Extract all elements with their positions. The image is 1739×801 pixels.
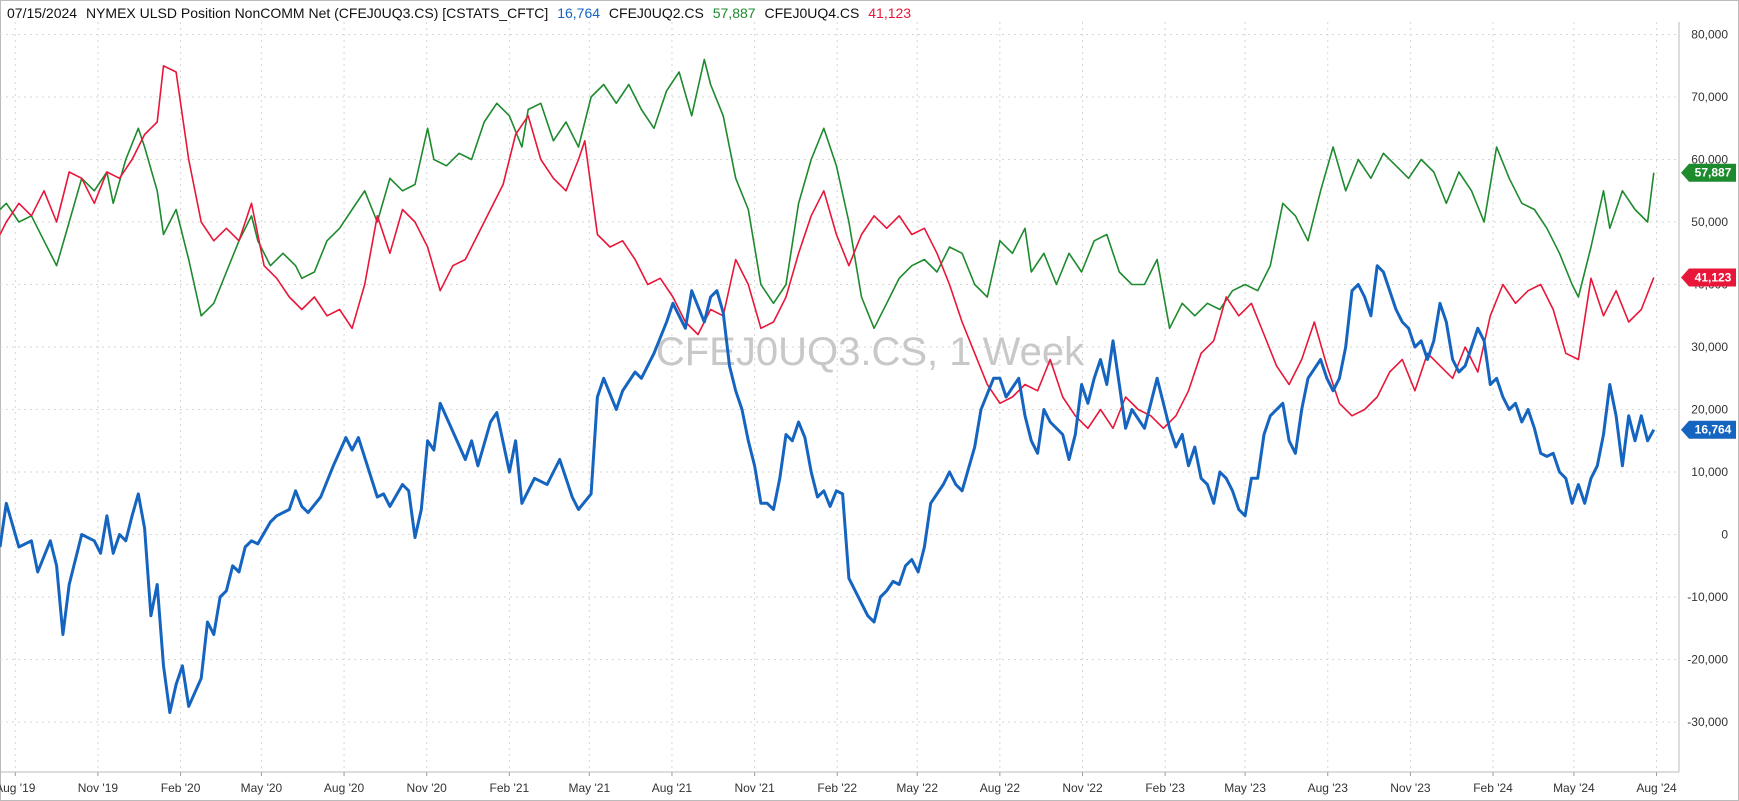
x-tick-label: Aug '20 (324, 781, 365, 795)
watermark: CFEJ0UQ3.CS, 1 Week (656, 330, 1085, 374)
y-tick-label: -30,000 (1687, 715, 1728, 729)
y-tick-label: 80,000 (1691, 28, 1728, 42)
last-value-badge-CFEJ0UQ2.CS: 57,887 (1681, 163, 1736, 182)
x-tick-label: Nov '20 (407, 781, 448, 795)
last-value-badge-CFEJ0UQ3.CS: 16,764 (1681, 420, 1736, 439)
header-date: 07/15/2024 (7, 5, 78, 21)
last-value-label: 16,764 (1695, 423, 1732, 437)
y-tick-label: 0 (1721, 528, 1728, 542)
y-tick-label: 70,000 (1691, 90, 1728, 104)
x-tick-label: Aug '19 (0, 781, 36, 795)
last-value-badge-CFEJ0UQ4.CS: 41,123 (1681, 268, 1736, 287)
series-line-CFEJ0UQ2.CS (0, 58, 1655, 330)
x-tick-label: May '21 (568, 781, 610, 795)
x-tick-label: May '20 (241, 781, 283, 795)
y-tick-label: 60,000 (1691, 153, 1728, 167)
x-tick-label: Aug '24 (1636, 781, 1677, 795)
x-tick-label: Nov '19 (78, 781, 119, 795)
header-s3-value: 41,123 (868, 5, 912, 21)
header-main-value: 16,764 (557, 5, 601, 21)
x-tick-label: Feb '23 (1145, 781, 1185, 795)
x-tick-label: Aug '23 (1308, 781, 1349, 795)
x-tick-label: Nov '21 (734, 781, 775, 795)
x-tick-label: Feb '20 (161, 781, 201, 795)
series-layer (0, 58, 1656, 715)
x-tick-label: Aug '22 (980, 781, 1021, 795)
axis-layer: 80,00070,00060,00050,00040,00030,00020,0… (0, 22, 1728, 795)
chart-header: 07/15/2024 NYMEX ULSD Position NonCOMM N… (7, 5, 916, 21)
series-line-CFEJ0UQ3.CS (0, 264, 1656, 715)
last-value-label: 57,887 (1695, 166, 1732, 180)
x-tick-label: Nov '23 (1390, 781, 1431, 795)
x-tick-label: May '22 (896, 781, 938, 795)
y-tick-label: 30,000 (1691, 340, 1728, 354)
series-line-CFEJ0UQ4.CS (0, 65, 1655, 430)
header-s3-name: CFEJ0UQ4.CS (764, 5, 860, 21)
last-value-label: 41,123 (1695, 270, 1732, 284)
x-tick-label: Feb '24 (1473, 781, 1513, 795)
y-tick-label: 10,000 (1691, 465, 1728, 479)
x-tick-label: Feb '21 (490, 781, 530, 795)
y-tick-label: 20,000 (1691, 403, 1728, 417)
x-tick-label: Feb '22 (817, 781, 857, 795)
header-s2-value: 57,887 (712, 5, 756, 21)
x-tick-label: May '24 (1553, 781, 1595, 795)
y-tick-label: -20,000 (1687, 653, 1728, 667)
x-tick-label: Nov '22 (1062, 781, 1103, 795)
y-tick-label: 50,000 (1691, 215, 1728, 229)
badge-layer: 16,764 57,887 41,123 (1681, 163, 1736, 439)
header-s2-name: CFEJ0UQ2.CS (608, 5, 704, 21)
x-tick-label: May '23 (1224, 781, 1266, 795)
y-tick-label: -10,000 (1687, 590, 1728, 604)
x-tick-label: Aug '21 (652, 781, 693, 795)
header-title: NYMEX ULSD Position NonCOMM Net (CFEJ0UQ… (85, 5, 549, 21)
